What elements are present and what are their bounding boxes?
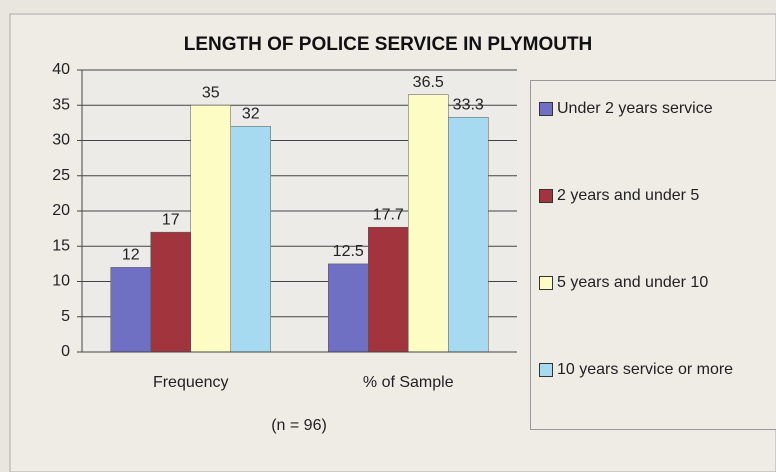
value-label: 17: [162, 211, 180, 228]
x-tick-label: % of Sample: [363, 374, 454, 391]
y-tick-label: 10: [52, 273, 70, 290]
legend-label: 10 years service or more: [557, 361, 734, 378]
bar: [190, 105, 231, 353]
legend-entry: Under 2 years service: [539, 98, 771, 119]
bar: [110, 267, 151, 353]
bar: [328, 263, 369, 353]
bar: [408, 94, 449, 353]
value-label: 33.3: [453, 96, 484, 113]
legend-label: 2 years and under 5: [557, 187, 700, 204]
x-tick-label: Frequency: [153, 374, 229, 391]
y-tick-label: 20: [52, 202, 70, 219]
y-tick-label: 30: [52, 132, 70, 149]
chart-title: LENGTH OF POLICE SERVICE IN PLYMOUTH: [184, 34, 593, 55]
value-label: 35: [202, 84, 220, 101]
legend-swatch: [539, 363, 553, 377]
bar: [448, 116, 489, 353]
y-tick-label: 0: [61, 343, 70, 360]
bar: [150, 231, 191, 353]
y-tick-label: 25: [52, 167, 70, 184]
legend-entry: 10 years service or more: [539, 359, 771, 380]
value-label: 17.7: [373, 206, 404, 223]
y-tick-label: 15: [52, 237, 70, 254]
legend-swatch: [539, 102, 553, 116]
y-tick-label: 40: [52, 61, 70, 78]
legend-entry: 5 years and under 10: [539, 272, 771, 293]
legend-label: Under 2 years service: [557, 100, 713, 117]
value-label: 32: [242, 106, 260, 123]
legend: Under 2 years service 2 years and under 5…: [530, 80, 776, 430]
legend-entry: 2 years and under 5: [539, 185, 771, 206]
y-tick-label: 5: [61, 308, 70, 325]
value-label: 36.5: [413, 74, 444, 91]
legend-swatch: [539, 189, 553, 203]
annotation: (n = 96): [271, 417, 327, 434]
bar: [230, 126, 271, 353]
legend-label: 5 years and under 10: [557, 274, 709, 291]
bar: [368, 226, 409, 353]
value-label: 12.5: [333, 243, 364, 260]
value-label: 12: [122, 247, 140, 264]
legend-swatch: [539, 276, 553, 290]
y-tick-label: 35: [52, 96, 70, 113]
